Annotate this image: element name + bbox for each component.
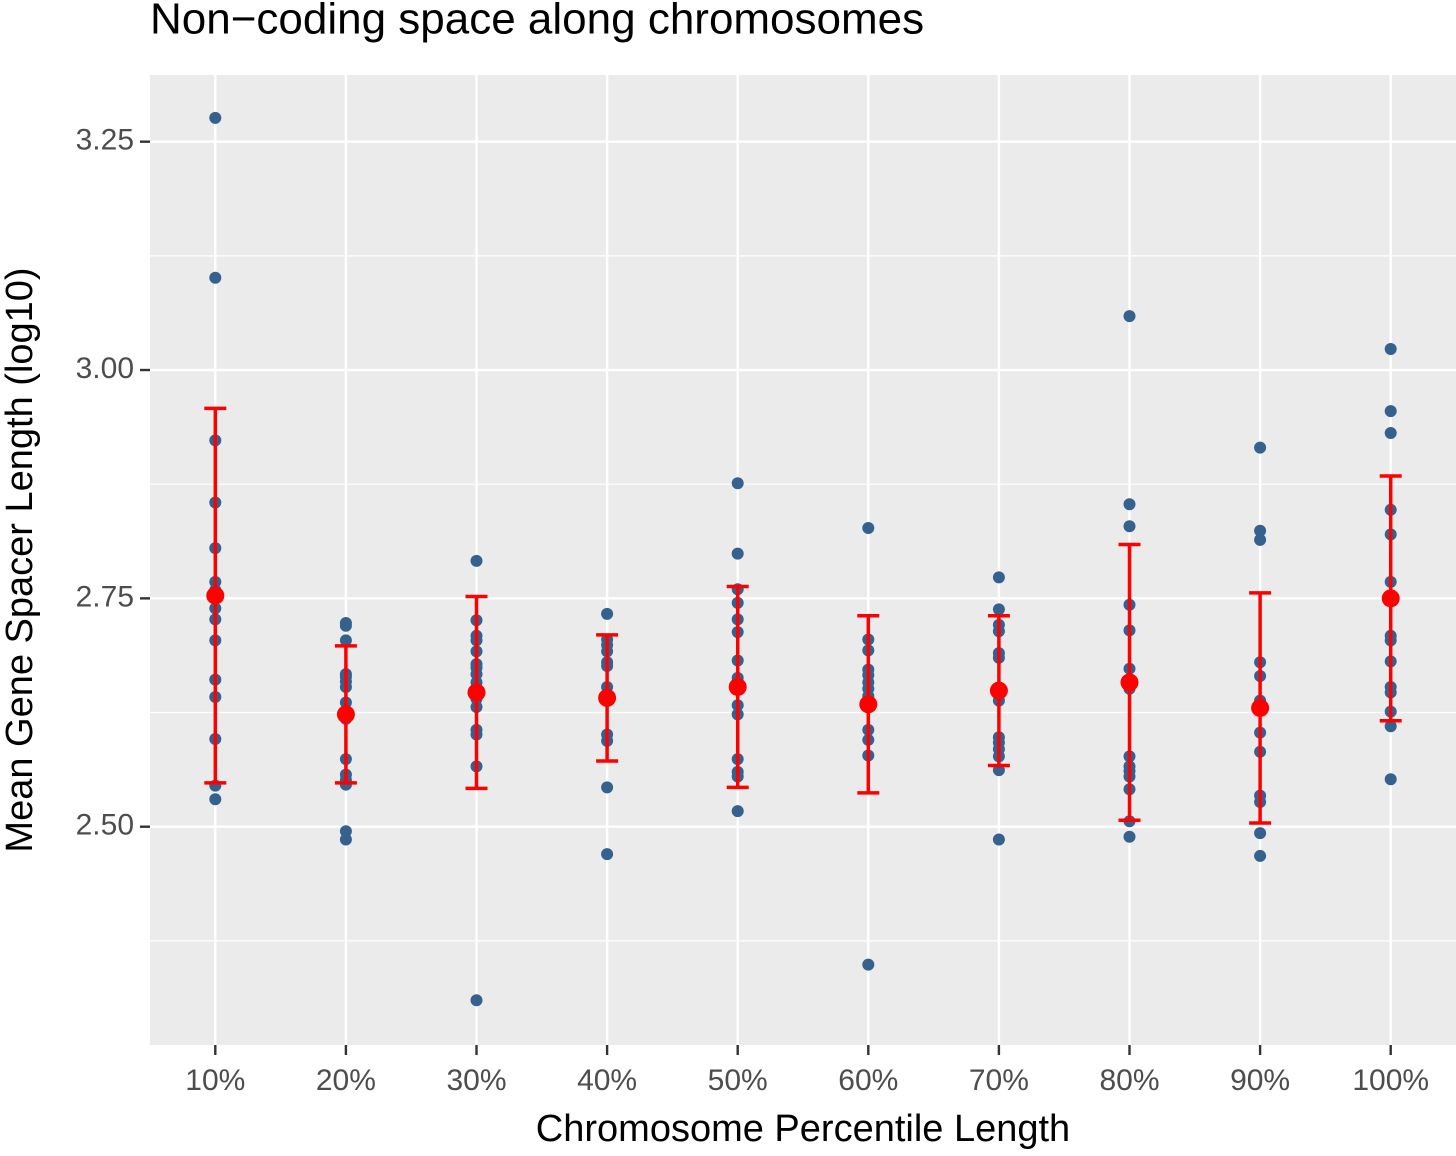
data-point xyxy=(992,603,1005,616)
data-point xyxy=(209,793,222,806)
data-point xyxy=(731,547,744,560)
mean-point xyxy=(859,695,878,714)
data-point xyxy=(1123,498,1136,511)
x-tick-label: 40% xyxy=(577,1064,637,1097)
x-tick-label: 80% xyxy=(1099,1064,1159,1097)
data-point xyxy=(862,522,875,535)
y-tick-label: 3.00 xyxy=(76,352,134,385)
data-point xyxy=(339,619,352,632)
data-point xyxy=(1384,427,1397,440)
mean-point xyxy=(1381,589,1400,608)
data-point xyxy=(1123,310,1136,323)
data-point xyxy=(1123,830,1136,843)
mean-point xyxy=(467,683,486,702)
mean-point xyxy=(989,681,1008,700)
x-tick-label: 70% xyxy=(969,1064,1029,1097)
x-tick-label: 50% xyxy=(708,1064,768,1097)
mean-point xyxy=(1251,698,1270,717)
data-point xyxy=(992,571,1005,584)
y-tick-label: 2.75 xyxy=(76,580,134,613)
data-point xyxy=(339,634,352,647)
data-point xyxy=(1384,343,1397,356)
data-point xyxy=(601,781,614,794)
data-point xyxy=(1384,773,1397,786)
x-tick-label: 60% xyxy=(838,1064,898,1097)
mean-point xyxy=(336,705,355,724)
x-tick-label: 20% xyxy=(316,1064,376,1097)
data-point xyxy=(339,833,352,846)
data-point xyxy=(1123,520,1136,533)
data-point xyxy=(601,848,614,861)
data-point xyxy=(470,994,483,1007)
mean-point xyxy=(598,688,617,707)
data-point xyxy=(862,958,875,971)
y-axis-title: Mean Gene Spacer Length (log10) xyxy=(0,267,41,852)
x-axis-title: Chromosome Percentile Length xyxy=(536,1108,1070,1150)
data-point xyxy=(1254,827,1267,840)
data-point xyxy=(339,825,352,838)
data-point xyxy=(209,271,222,284)
y-tick-label: 2.50 xyxy=(76,809,134,842)
mean-point xyxy=(728,677,747,696)
data-point xyxy=(1254,533,1267,546)
data-point xyxy=(601,607,614,620)
x-tick-label: 100% xyxy=(1352,1064,1429,1097)
panel xyxy=(150,75,1456,1045)
y-tick-label: 3.25 xyxy=(76,124,134,157)
chart-title: Non−coding space along chromosomes xyxy=(150,0,924,44)
x-tick-label: 30% xyxy=(446,1064,506,1097)
x-tick-label: 10% xyxy=(185,1064,245,1097)
data-point xyxy=(731,477,744,490)
data-point xyxy=(1254,849,1267,862)
data-point xyxy=(1254,524,1267,537)
data-point xyxy=(209,111,222,124)
data-point xyxy=(731,805,744,818)
mean-point xyxy=(1120,673,1139,692)
data-point xyxy=(1254,441,1267,454)
x-tick-label: 90% xyxy=(1230,1064,1290,1097)
data-point xyxy=(470,554,483,567)
data-point xyxy=(1384,720,1397,733)
data-point xyxy=(1384,405,1397,418)
mean-point xyxy=(206,586,225,605)
data-point xyxy=(992,833,1005,846)
